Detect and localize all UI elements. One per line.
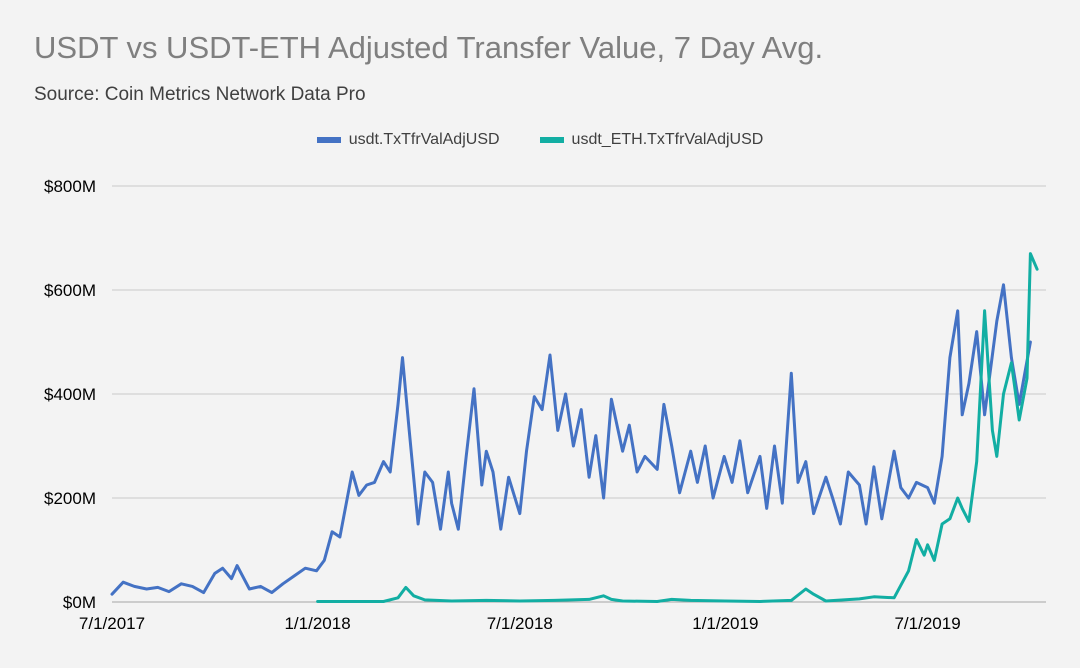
x-tick-label: 7/1/2019 (894, 614, 960, 633)
legend-item-eth: usdt_ETH.TxTfrValAdjUSD (539, 131, 764, 149)
x-tick-label: 7/1/2018 (487, 614, 553, 633)
chart-title: USDT vs USDT-ETH Adjusted Transfer Value… (34, 30, 824, 65)
legend-label-usdt: usdt.TxTfrValAdjUSD (348, 131, 500, 148)
legend-item-usdt: usdt.TxTfrValAdjUSD (316, 131, 500, 149)
x-tick-label: 1/1/2019 (692, 614, 758, 633)
x-tick-label: 7/1/2017 (79, 614, 145, 633)
y-tick-label: $600M (44, 281, 96, 300)
chart-subtitle: Source: Coin Metrics Network Data Pro (34, 84, 366, 105)
y-tick-label: $0M (63, 593, 96, 612)
x-tick-label: 1/1/2018 (284, 614, 350, 633)
legend-swatch-eth (539, 137, 564, 143)
legend-label-eth: usdt_ETH.TxTfrValAdjUSD (571, 131, 764, 148)
y-tick-label: $200M (44, 489, 96, 508)
y-tick-label: $800M (44, 177, 96, 196)
series-line-usdt (110, 283, 1032, 596)
legend: usdt.TxTfrValAdjUSD usdt_ETH.TxTfrValAdj… (0, 131, 1080, 149)
y-tick-label: $400M (44, 385, 96, 404)
series-line-usdt-eth (316, 252, 1039, 603)
legend-swatch-usdt (316, 137, 341, 143)
